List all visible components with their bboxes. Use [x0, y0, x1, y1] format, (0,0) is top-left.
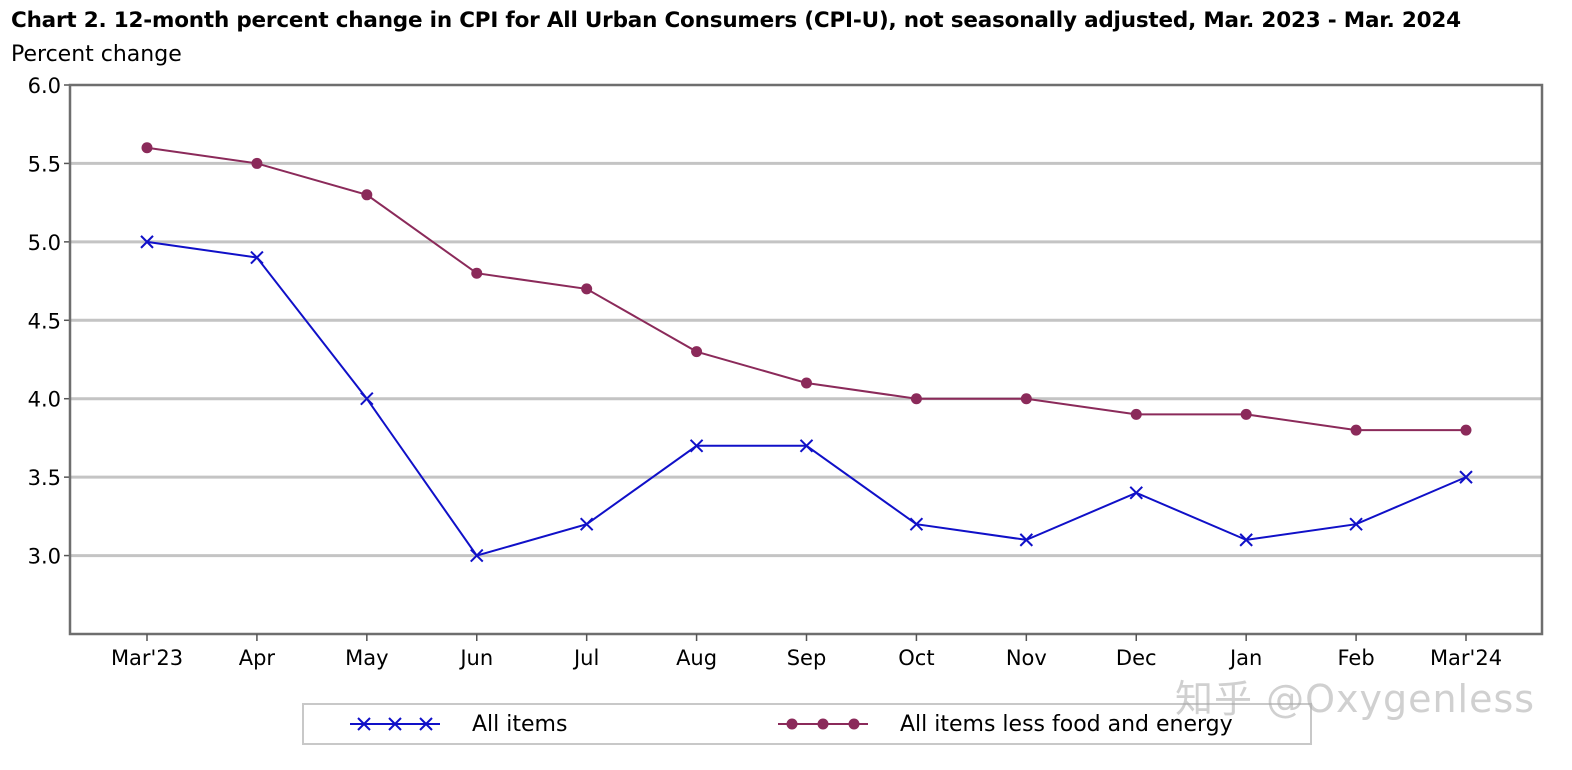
data-point-x-marker — [360, 392, 374, 406]
x-tick-label: Feb — [1337, 646, 1374, 670]
data-point-x-marker — [1349, 517, 1363, 531]
data-point-x-marker — [909, 517, 924, 531]
y-tick-label: 3.0 — [28, 545, 61, 569]
legend-swatch-circle-marker — [778, 718, 868, 730]
x-tick-label: Nov — [1006, 646, 1047, 670]
data-point-x-marker — [579, 517, 594, 531]
legend: All items All items less food and energy — [302, 703, 1312, 745]
legend-label: All items — [472, 711, 568, 737]
data-point-x-marker — [1019, 533, 1034, 547]
data-point-circle-marker — [1460, 424, 1472, 436]
y-tick-label: 3.5 — [28, 466, 61, 490]
y-tick-label: 4.0 — [28, 388, 61, 412]
data-point-circle-marker — [361, 189, 373, 201]
data-point-circle-marker — [1020, 393, 1032, 405]
x-tick-label: Mar'24 — [1430, 646, 1502, 670]
x-tick-label: Sep — [787, 646, 827, 670]
y-tick-label: 4.5 — [28, 309, 61, 333]
data-point-circle-marker — [141, 142, 153, 154]
y-tick-label: 5.5 — [28, 152, 61, 176]
data-point-circle-marker — [910, 393, 922, 405]
legend-label: All items less food and energy — [900, 711, 1233, 737]
data-point-circle-marker — [801, 377, 812, 389]
data-point-x-marker — [1129, 486, 1143, 500]
x-tick-label: Apr — [239, 646, 276, 670]
data-point-x-marker — [799, 439, 814, 453]
chart-title: Chart 2. 12-month percent change in CPI … — [11, 8, 1461, 33]
y-tick-label: 6.0 — [28, 74, 61, 98]
data-point-x-marker — [1459, 470, 1473, 484]
x-tick-label: Mar'23 — [111, 646, 183, 670]
data-point-circle-marker — [471, 267, 483, 279]
data-point-x-marker — [1239, 533, 1253, 547]
data-point-x-marker — [689, 439, 704, 453]
x-tick-label: May — [345, 646, 388, 670]
y-axis-label: Percent change — [11, 42, 182, 67]
x-tick-label: Jan — [1228, 646, 1262, 670]
watermark: 知乎 @Oxygenless — [1175, 677, 1536, 721]
x-tick-label: Dec — [1116, 646, 1157, 670]
data-point-x-marker — [140, 235, 154, 249]
legend-swatch-x-marker — [350, 717, 440, 731]
data-point-x-marker — [250, 250, 264, 265]
legend-item-all-items: All items — [348, 705, 567, 743]
data-point-circle-marker — [251, 157, 263, 169]
y-tick-label: 5.0 — [28, 231, 61, 255]
x-tick-label: Aug — [676, 646, 717, 670]
x-tick-label: Jun — [458, 646, 493, 670]
legend-item-core: All items less food and energy — [776, 705, 1233, 743]
data-point-circle-marker — [1130, 408, 1142, 420]
x-tick-label: Jul — [572, 646, 599, 670]
data-point-circle-marker — [1350, 424, 1362, 436]
plot-frame — [68, 83, 1544, 636]
data-point-circle-marker — [691, 346, 703, 358]
data-point-x-marker — [470, 548, 484, 563]
data-point-circle-marker — [1240, 408, 1252, 420]
data-point-circle-marker — [581, 283, 593, 295]
x-tick-label: Oct — [898, 646, 934, 670]
